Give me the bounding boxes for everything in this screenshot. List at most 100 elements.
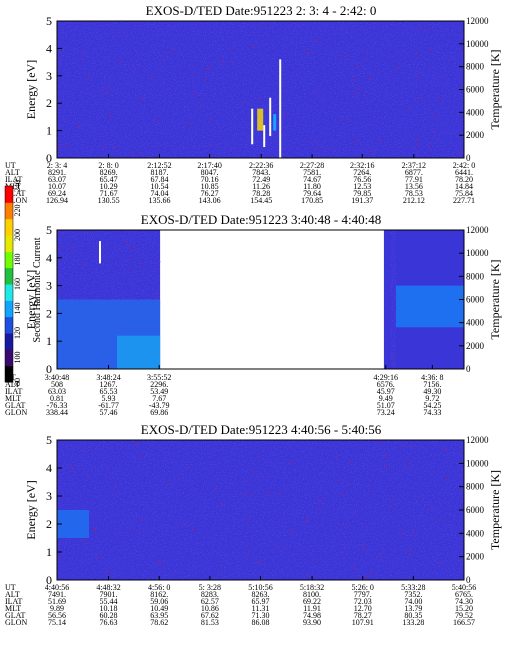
temperature-point: [410, 446, 413, 448]
row-label: ILAT: [5, 387, 22, 396]
colorbar-tick-label: 240: [13, 180, 22, 192]
cell-alt: 8269.: [100, 168, 118, 177]
temperature-point: [430, 48, 432, 50]
y-tick-label: 0: [46, 362, 52, 376]
temperature-point: [319, 100, 321, 102]
y-tick-label: 1: [46, 334, 52, 348]
temperature-point: [409, 553, 411, 556]
colorbar-tick-label: 220: [13, 205, 22, 217]
temperature-point: [401, 532, 403, 534]
temperature-point: [364, 95, 366, 97]
temperature-point: [461, 468, 463, 470]
cell-glon: 154.45: [250, 196, 272, 205]
cell-ilat: 62.57: [201, 597, 219, 606]
cell-ut: 2:42: 0: [453, 161, 475, 170]
temperature-point: [425, 83, 428, 85]
cell-ut: 2: 8: 0: [98, 161, 118, 170]
row-label: GLON: [5, 408, 27, 417]
temperature-point: [391, 499, 394, 501]
temperature-point: [126, 240, 128, 243]
row-label: UT: [5, 161, 16, 170]
y2-tick-label: 0: [466, 153, 471, 163]
temperature-point: [70, 464, 72, 466]
temperature-point: [368, 78, 370, 80]
temperature-point: [315, 91, 317, 93]
cell-mlt: 5.93: [102, 394, 116, 403]
temperature-point: [142, 98, 144, 100]
cell-glon: 74.33: [423, 408, 441, 417]
colorbar-tick-label: 100: [13, 352, 22, 364]
colorbar-segment: [5, 300, 13, 318]
cell-ilat: 74.00: [404, 597, 422, 606]
cell-glon: 212.12: [403, 196, 425, 205]
cell-ut: 4:40:56: [45, 583, 69, 592]
cell-glat: 75.84: [455, 189, 473, 198]
temperature-point: [327, 147, 329, 149]
temperature-point: [215, 488, 217, 490]
temperature-point: [79, 446, 81, 448]
y2-tick-label: 12000: [466, 435, 489, 445]
temperature-point: [366, 575, 368, 578]
cell-ilat: 76.56: [353, 175, 371, 184]
y2-tick-label: 8000: [466, 482, 485, 492]
row-label: GLON: [5, 196, 27, 205]
y-tick-label: 4: [46, 251, 52, 265]
temperature-point: [320, 500, 322, 502]
cell-ilat: 55.44: [100, 597, 118, 606]
colorbar-tick-label: 120: [13, 327, 22, 339]
colorbar-tick-label: 180: [13, 254, 22, 266]
temperature-point: [253, 46, 255, 48]
temperature-point: [276, 545, 278, 547]
cell-mlt: 11.80: [303, 182, 321, 191]
cell-alt: 1267.: [100, 380, 118, 389]
temperature-point: [426, 28, 429, 30]
cell-ut: 5:33:28: [401, 583, 425, 592]
cell-alt: 508: [51, 380, 63, 389]
temperature-point: [258, 457, 260, 459]
panel-title: EXOS-D/TED Date:951223 4:40:56 - 5:40:56: [141, 422, 382, 437]
row-label: UT: [5, 583, 16, 592]
temperature-point: [101, 146, 104, 149]
cell-glat: 56.56: [48, 611, 66, 620]
cell-glon: 75.14: [48, 618, 66, 627]
y2-tick-label: 0: [466, 575, 471, 585]
temperature-point: [292, 553, 294, 555]
temperature-point: [127, 259, 129, 261]
temperature-point: [338, 479, 340, 482]
cell-ilat: 72.49: [252, 175, 270, 184]
y-tick-label: 1: [46, 545, 52, 559]
y-tick-label: 2: [46, 96, 52, 110]
y2-tick-label: 4000: [466, 107, 485, 117]
temperature-point: [381, 441, 383, 443]
temperature-point: [243, 481, 246, 484]
cell-mlt: 10.18: [100, 604, 118, 613]
cell-alt: 8187.: [150, 168, 168, 177]
y-tick-label: 5: [46, 433, 52, 447]
colorbar-segment: [5, 333, 13, 350]
temperature-point: [431, 510, 433, 512]
cell-ut: 2:22:36: [249, 161, 273, 170]
y-axis-label: Energy [eV]: [24, 270, 38, 329]
temperature-point: [113, 147, 115, 149]
temperature-point: [420, 26, 422, 28]
colorbar-segment: [5, 251, 13, 269]
temperature-point: [366, 58, 368, 60]
cell-alt: 7901.: [100, 590, 118, 599]
cell-mlt: 15.20: [455, 604, 473, 613]
row-label: ILAT: [5, 597, 22, 606]
temperature-point: [358, 88, 360, 90]
current-spike: [99, 241, 101, 264]
temperature-point: [185, 524, 187, 526]
cell-ut: 2:32:16: [350, 161, 374, 170]
colorbar-tick-label: 160: [13, 278, 22, 290]
temperature-point: [88, 76, 90, 78]
cell-glat: 76.27: [201, 189, 219, 198]
data-strip: [383, 230, 390, 369]
temperature-point: [418, 97, 420, 99]
cell-ut: 3:55:52: [147, 373, 171, 382]
temperature-point: [106, 468, 108, 470]
cell-ilat: 70.16: [201, 175, 219, 184]
cell-glon: 78.62: [150, 618, 168, 627]
cell-alt: 6441.: [455, 168, 473, 177]
row-label: ALT: [5, 590, 20, 599]
